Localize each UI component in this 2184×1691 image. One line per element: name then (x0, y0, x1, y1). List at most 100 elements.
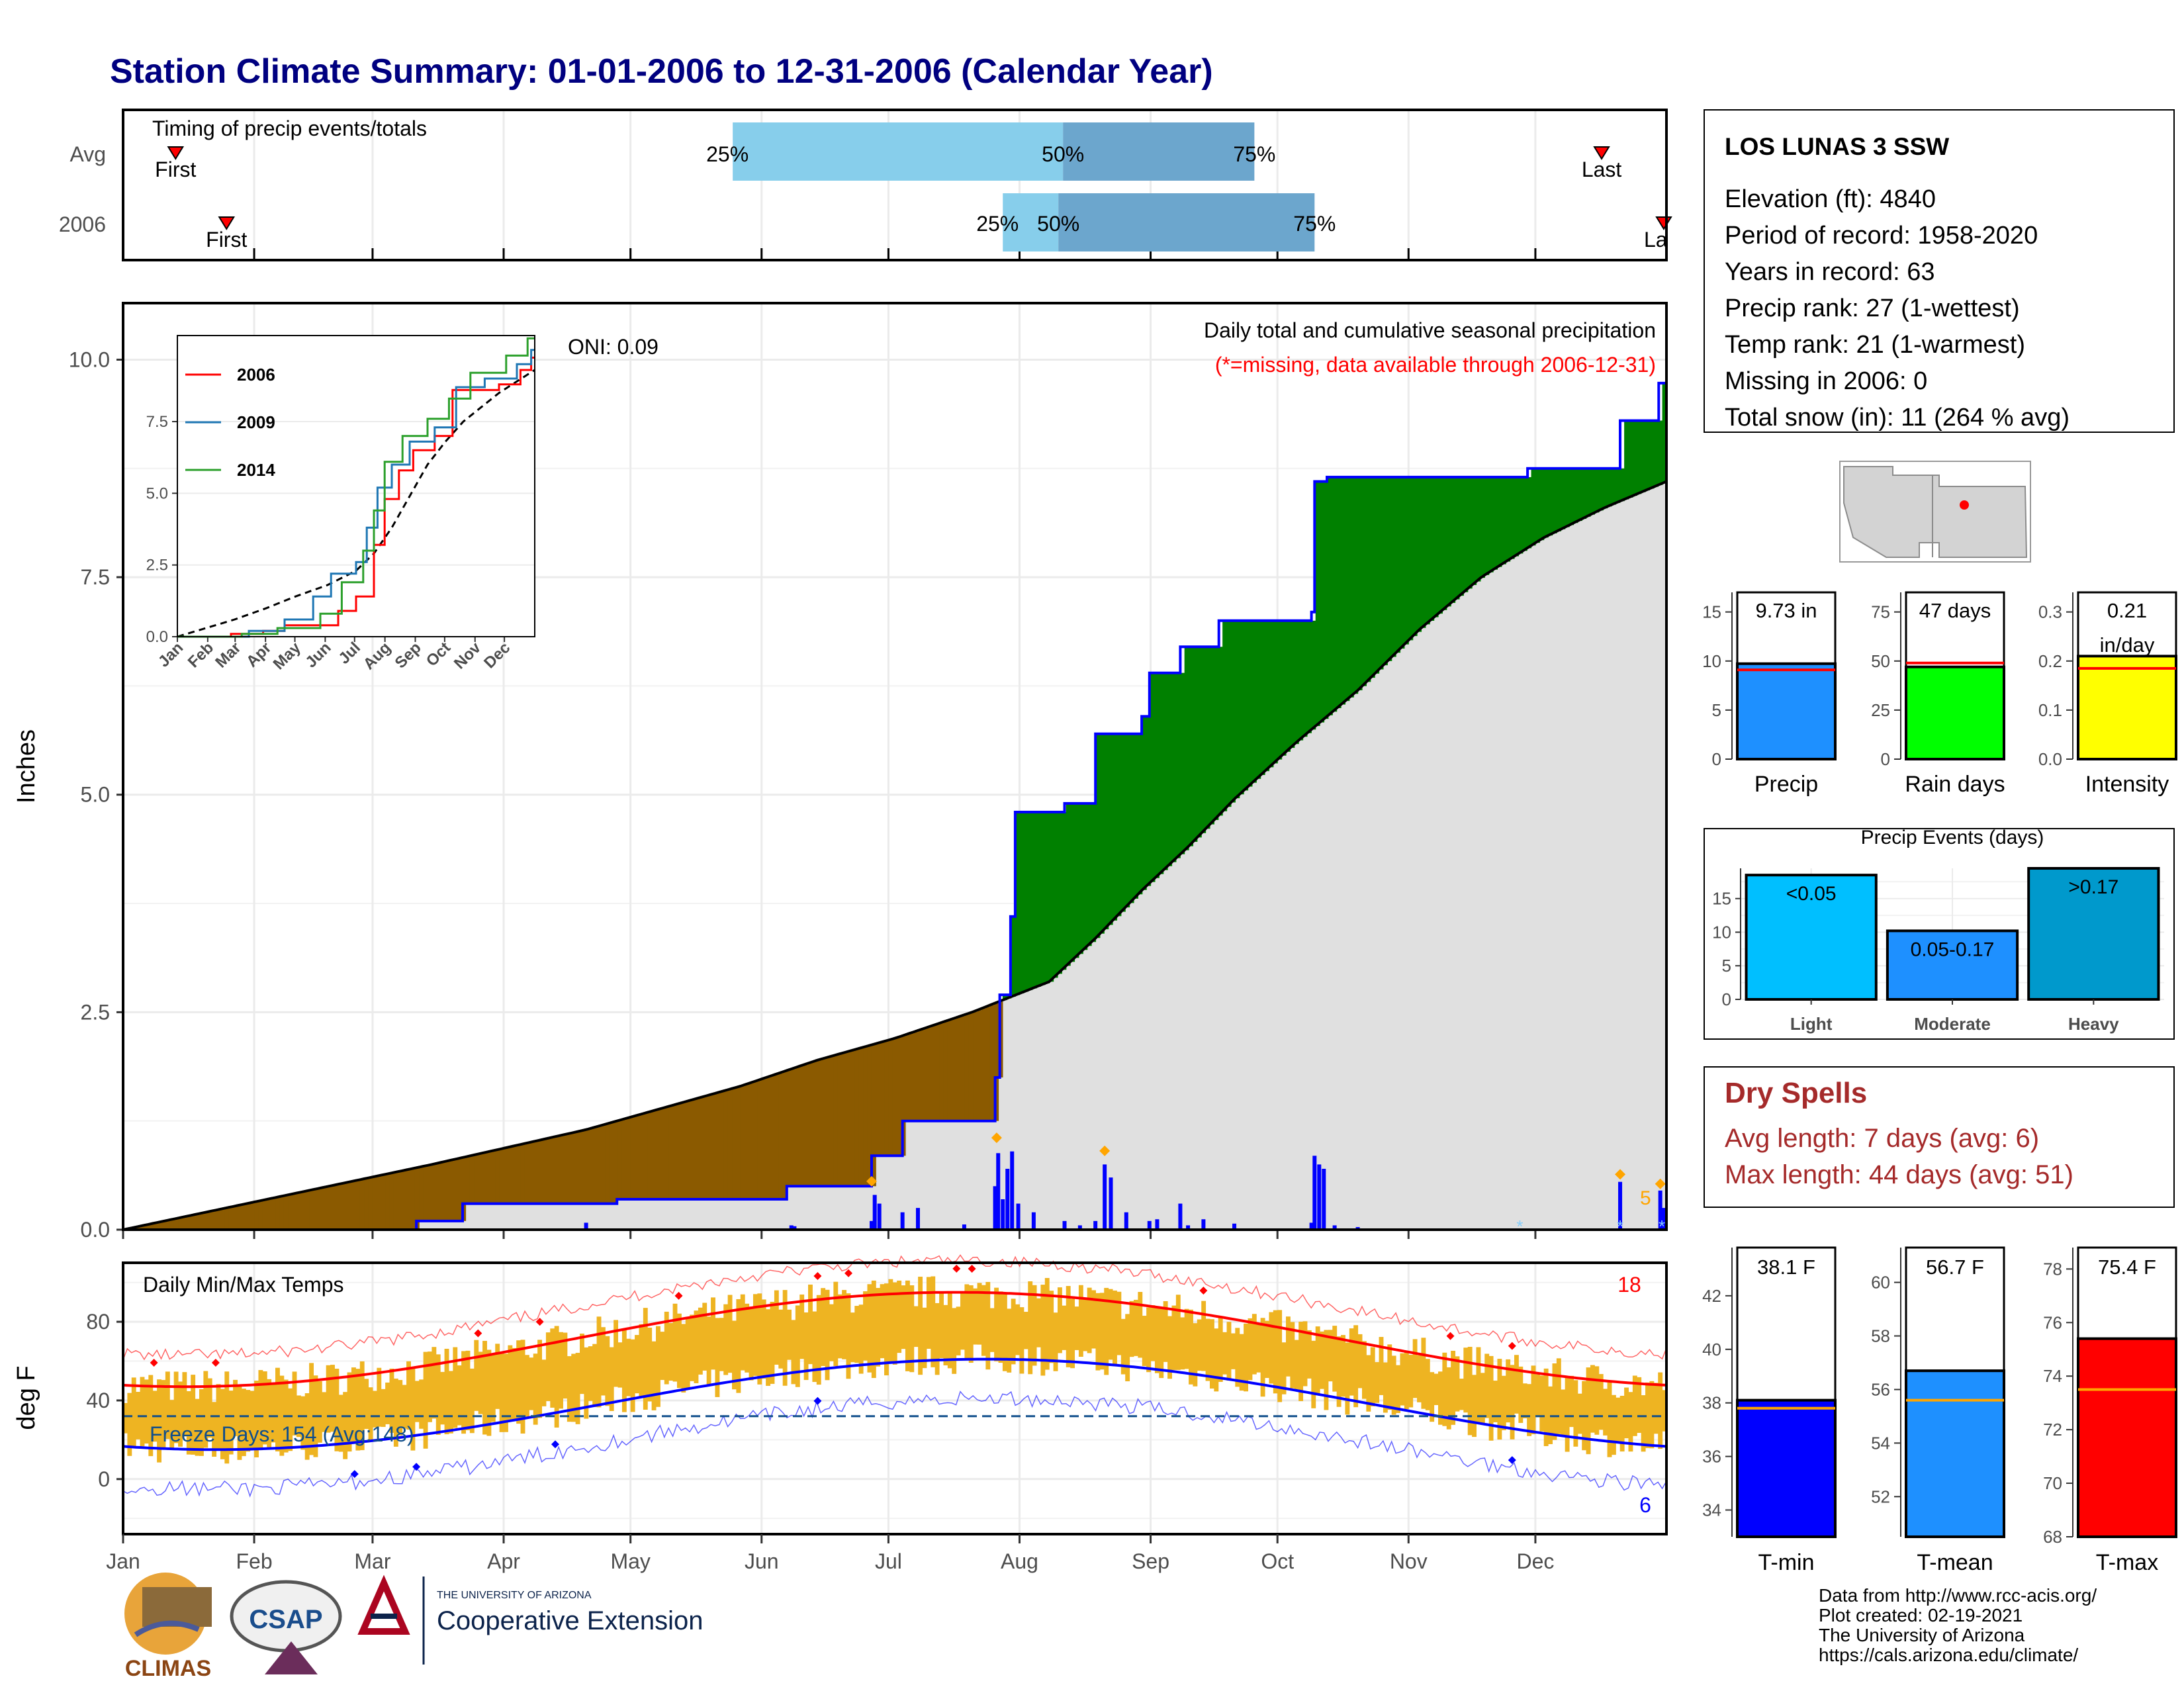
temp-summary-y-tick-label: 42 (1702, 1286, 1721, 1306)
daily-temp-range-bar (1361, 1341, 1367, 1399)
daily-temp-range-bar (651, 1341, 657, 1410)
precip-lines (122, 381, 1667, 1231)
daily-temp-range-bar (1463, 1348, 1469, 1413)
daily-temp-range-bar (1501, 1375, 1506, 1431)
daily-temp-range-bar (271, 1383, 276, 1443)
below-average-fill (136, 1226, 141, 1230)
daily-temp-range-bar (897, 1280, 902, 1353)
daily-temp-range-bar (676, 1313, 682, 1389)
month-label: Feb (236, 1549, 272, 1573)
month-label: Aug (1001, 1549, 1038, 1573)
daily-temp-range-bar (1379, 1337, 1384, 1395)
above-average-fill (1582, 468, 1587, 519)
record-high-marker (1199, 1287, 1208, 1295)
below-average-fill (423, 1166, 428, 1221)
below-average-fill (478, 1154, 483, 1204)
daily-precip-bar (1309, 1222, 1314, 1230)
above-average-fill (1248, 620, 1253, 787)
credit-line: https://cals.arizona.edu/climate/ (1819, 1645, 2078, 1665)
below-average-fill (347, 1182, 352, 1230)
above-average-fill (1341, 477, 1346, 705)
above-average-fill (1476, 477, 1481, 582)
summary-y-tick-label: 50 (1871, 651, 1890, 671)
daily-temp-range-bar (1269, 1312, 1274, 1384)
daily-temp-range-bar (998, 1291, 1003, 1363)
timing-bar-lower (733, 122, 1064, 181)
below-average-fill (842, 1053, 847, 1187)
below-average-fill (609, 1122, 614, 1204)
record-precip-marker (991, 1132, 1002, 1144)
daily-temp-range-bar (1007, 1308, 1012, 1373)
events-category-label: Heavy (2068, 1014, 2119, 1034)
daily-temp-range-bar (1273, 1310, 1278, 1394)
above-average-fill (1408, 477, 1414, 641)
below-average-fill (829, 1056, 834, 1187)
precip-max-count: 5 (1640, 1187, 1651, 1209)
daily-temp-range-bar (148, 1375, 154, 1457)
above-average-fill (1302, 620, 1308, 737)
inset-average-line (177, 369, 535, 638)
below-average-fill (592, 1128, 598, 1204)
station-name: LOS LUNAS 3 SSW (1725, 133, 1949, 160)
daily-temp-range-bar (1248, 1318, 1253, 1381)
daily-temp-range-bar (140, 1377, 145, 1447)
below-average-fill (837, 1054, 842, 1187)
daily-temp-range-bar (465, 1350, 471, 1431)
daily-temp-range-bar (161, 1380, 166, 1450)
daily-temp-range-bar (1552, 1363, 1557, 1440)
below-average-fill (313, 1189, 318, 1230)
above-average-fill (1400, 477, 1405, 649)
daily-temp-range-bar (292, 1371, 297, 1436)
above-average-fill (1023, 812, 1028, 992)
daily-temp-range-bar (1451, 1350, 1456, 1425)
above-average-fill (1209, 647, 1214, 825)
summary-bar-value (2077, 655, 2177, 761)
daily-temp-range-bar (833, 1281, 839, 1366)
daily-temp-range-bar (698, 1307, 703, 1375)
precip-missing-caption: (*=missing, data available through 2006-… (1215, 353, 1656, 377)
daily-temp-range-bar (1205, 1318, 1210, 1381)
avg-last-label: Last (1582, 158, 1622, 181)
below-average-fill (448, 1160, 453, 1221)
events-y-tick-label: 15 (1712, 889, 1731, 909)
missing-data-marker: * (1617, 1216, 1623, 1236)
daily-temp-range-bar (939, 1293, 944, 1358)
below-average-fill (821, 1059, 826, 1187)
above-average-fill (1535, 468, 1540, 543)
above-average-fill (1594, 468, 1600, 513)
dry-spells-box (1704, 1066, 2175, 1208)
below-average-fill (698, 1098, 703, 1199)
daily-temp-range-bar (224, 1371, 230, 1464)
daily-temp-range-bar (994, 1287, 999, 1361)
below-average-fill (702, 1097, 707, 1199)
above-average-fill (1336, 477, 1342, 708)
timing-label-50: 50% (1042, 142, 1084, 166)
below-average-fill (614, 1122, 619, 1204)
temp-summary-y-tick-label: 74 (2043, 1366, 2062, 1386)
record-high-marker (150, 1358, 158, 1367)
below-average-fill (186, 1216, 191, 1230)
daily-temp-range-bar (752, 1294, 758, 1376)
below-average-fill (656, 1110, 661, 1199)
below-average-fill (846, 1052, 851, 1187)
below-average-fill (178, 1218, 183, 1230)
above-average-fill (1205, 647, 1210, 829)
below-average-fill (922, 1028, 927, 1121)
daily-temp-range-bar (749, 1306, 754, 1381)
below-average-fill (207, 1211, 212, 1230)
above-average-fill (1387, 477, 1392, 661)
below-average-fill (372, 1177, 377, 1230)
avg-first-marker (167, 146, 185, 160)
daily-temp-range-bar (702, 1303, 707, 1371)
below-average-fill (220, 1209, 225, 1230)
daily-temp-range-bar (926, 1277, 931, 1349)
daily-temp-range-bar (300, 1396, 306, 1450)
below-average-fill (816, 1060, 821, 1187)
below-average-fill (918, 1030, 923, 1121)
daily-temp-range-bar (469, 1368, 475, 1434)
summary-bar-2: 47 days 0 25 50 75 Rain days (1871, 591, 2005, 797)
daily-temp-range-bar (1142, 1316, 1147, 1367)
above-average-fill (1632, 420, 1637, 496)
average-low-line (122, 1357, 1667, 1451)
